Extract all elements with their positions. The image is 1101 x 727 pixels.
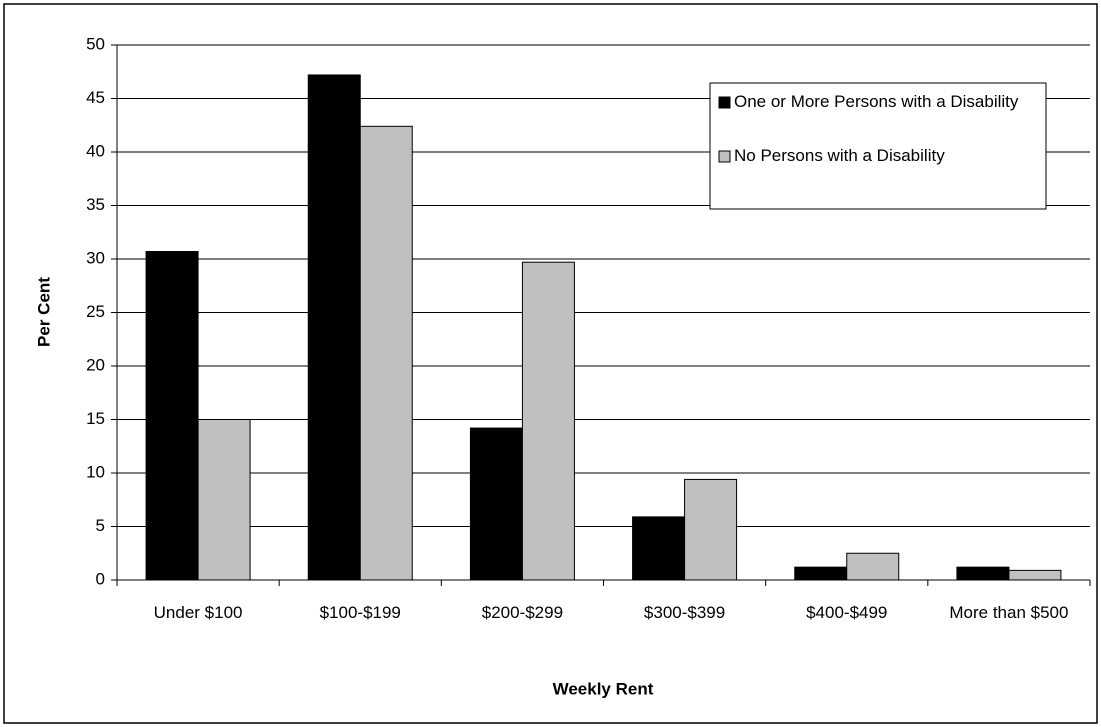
y-tick-label: 50 (86, 34, 105, 53)
x-tick-label-box: $100-$199 (319, 603, 401, 622)
y-tick-label: 35 (86, 195, 105, 214)
bar (145, 251, 199, 581)
legend-swatch (718, 96, 731, 109)
bar (684, 478, 738, 581)
x-tick-label-box: $200-$299 (481, 603, 564, 622)
bar (1008, 569, 1062, 581)
bar (197, 419, 251, 581)
y-tick-label: 30 (86, 248, 105, 267)
legend-box (709, 82, 1047, 210)
bar (307, 74, 361, 581)
x-tick-label: $100-$199 (319, 603, 401, 622)
x-tick-label-box: $300-$399 (643, 603, 726, 622)
legend-label-box: No Persons with a Disability (734, 146, 945, 165)
y-tick-label: 5 (96, 516, 105, 535)
y-tick-label: 45 (86, 88, 105, 107)
x-tick-label-box: More than $500 (949, 603, 1069, 622)
x-axis-title: Weekly Rent (553, 679, 654, 698)
y-tick-label: 20 (86, 355, 105, 374)
bar (632, 516, 686, 581)
bar (521, 261, 575, 581)
legend-swatch (718, 150, 731, 163)
y-axis-title: Per Cent (34, 277, 53, 347)
legend-label: No Persons with a Disability (734, 146, 945, 165)
x-tick-label: $400-$499 (806, 603, 888, 622)
legend-label-box: One or More Persons with a Disability (734, 92, 1019, 111)
y-tick-label: 25 (86, 302, 105, 321)
legend-label: One or More Persons with a Disability (734, 92, 1019, 111)
x-tick-label-box: $400-$499 (806, 603, 888, 622)
x-tick-label: More than $500 (949, 603, 1069, 622)
bar (469, 427, 523, 581)
x-tick-label: Under $100 (153, 603, 243, 622)
x-tick-label: $300-$399 (643, 603, 726, 622)
y-tick-label: 40 (86, 141, 105, 160)
y-tick-label: 0 (96, 569, 105, 588)
x-tick-label: $200-$299 (481, 603, 564, 622)
x-tick-label-box: Under $100 (153, 603, 243, 622)
y-tick-label: 10 (86, 462, 105, 481)
bar (794, 566, 848, 581)
bar (359, 125, 413, 581)
bar (846, 552, 900, 581)
y-tick-label: 15 (86, 409, 105, 428)
bar (956, 566, 1010, 581)
